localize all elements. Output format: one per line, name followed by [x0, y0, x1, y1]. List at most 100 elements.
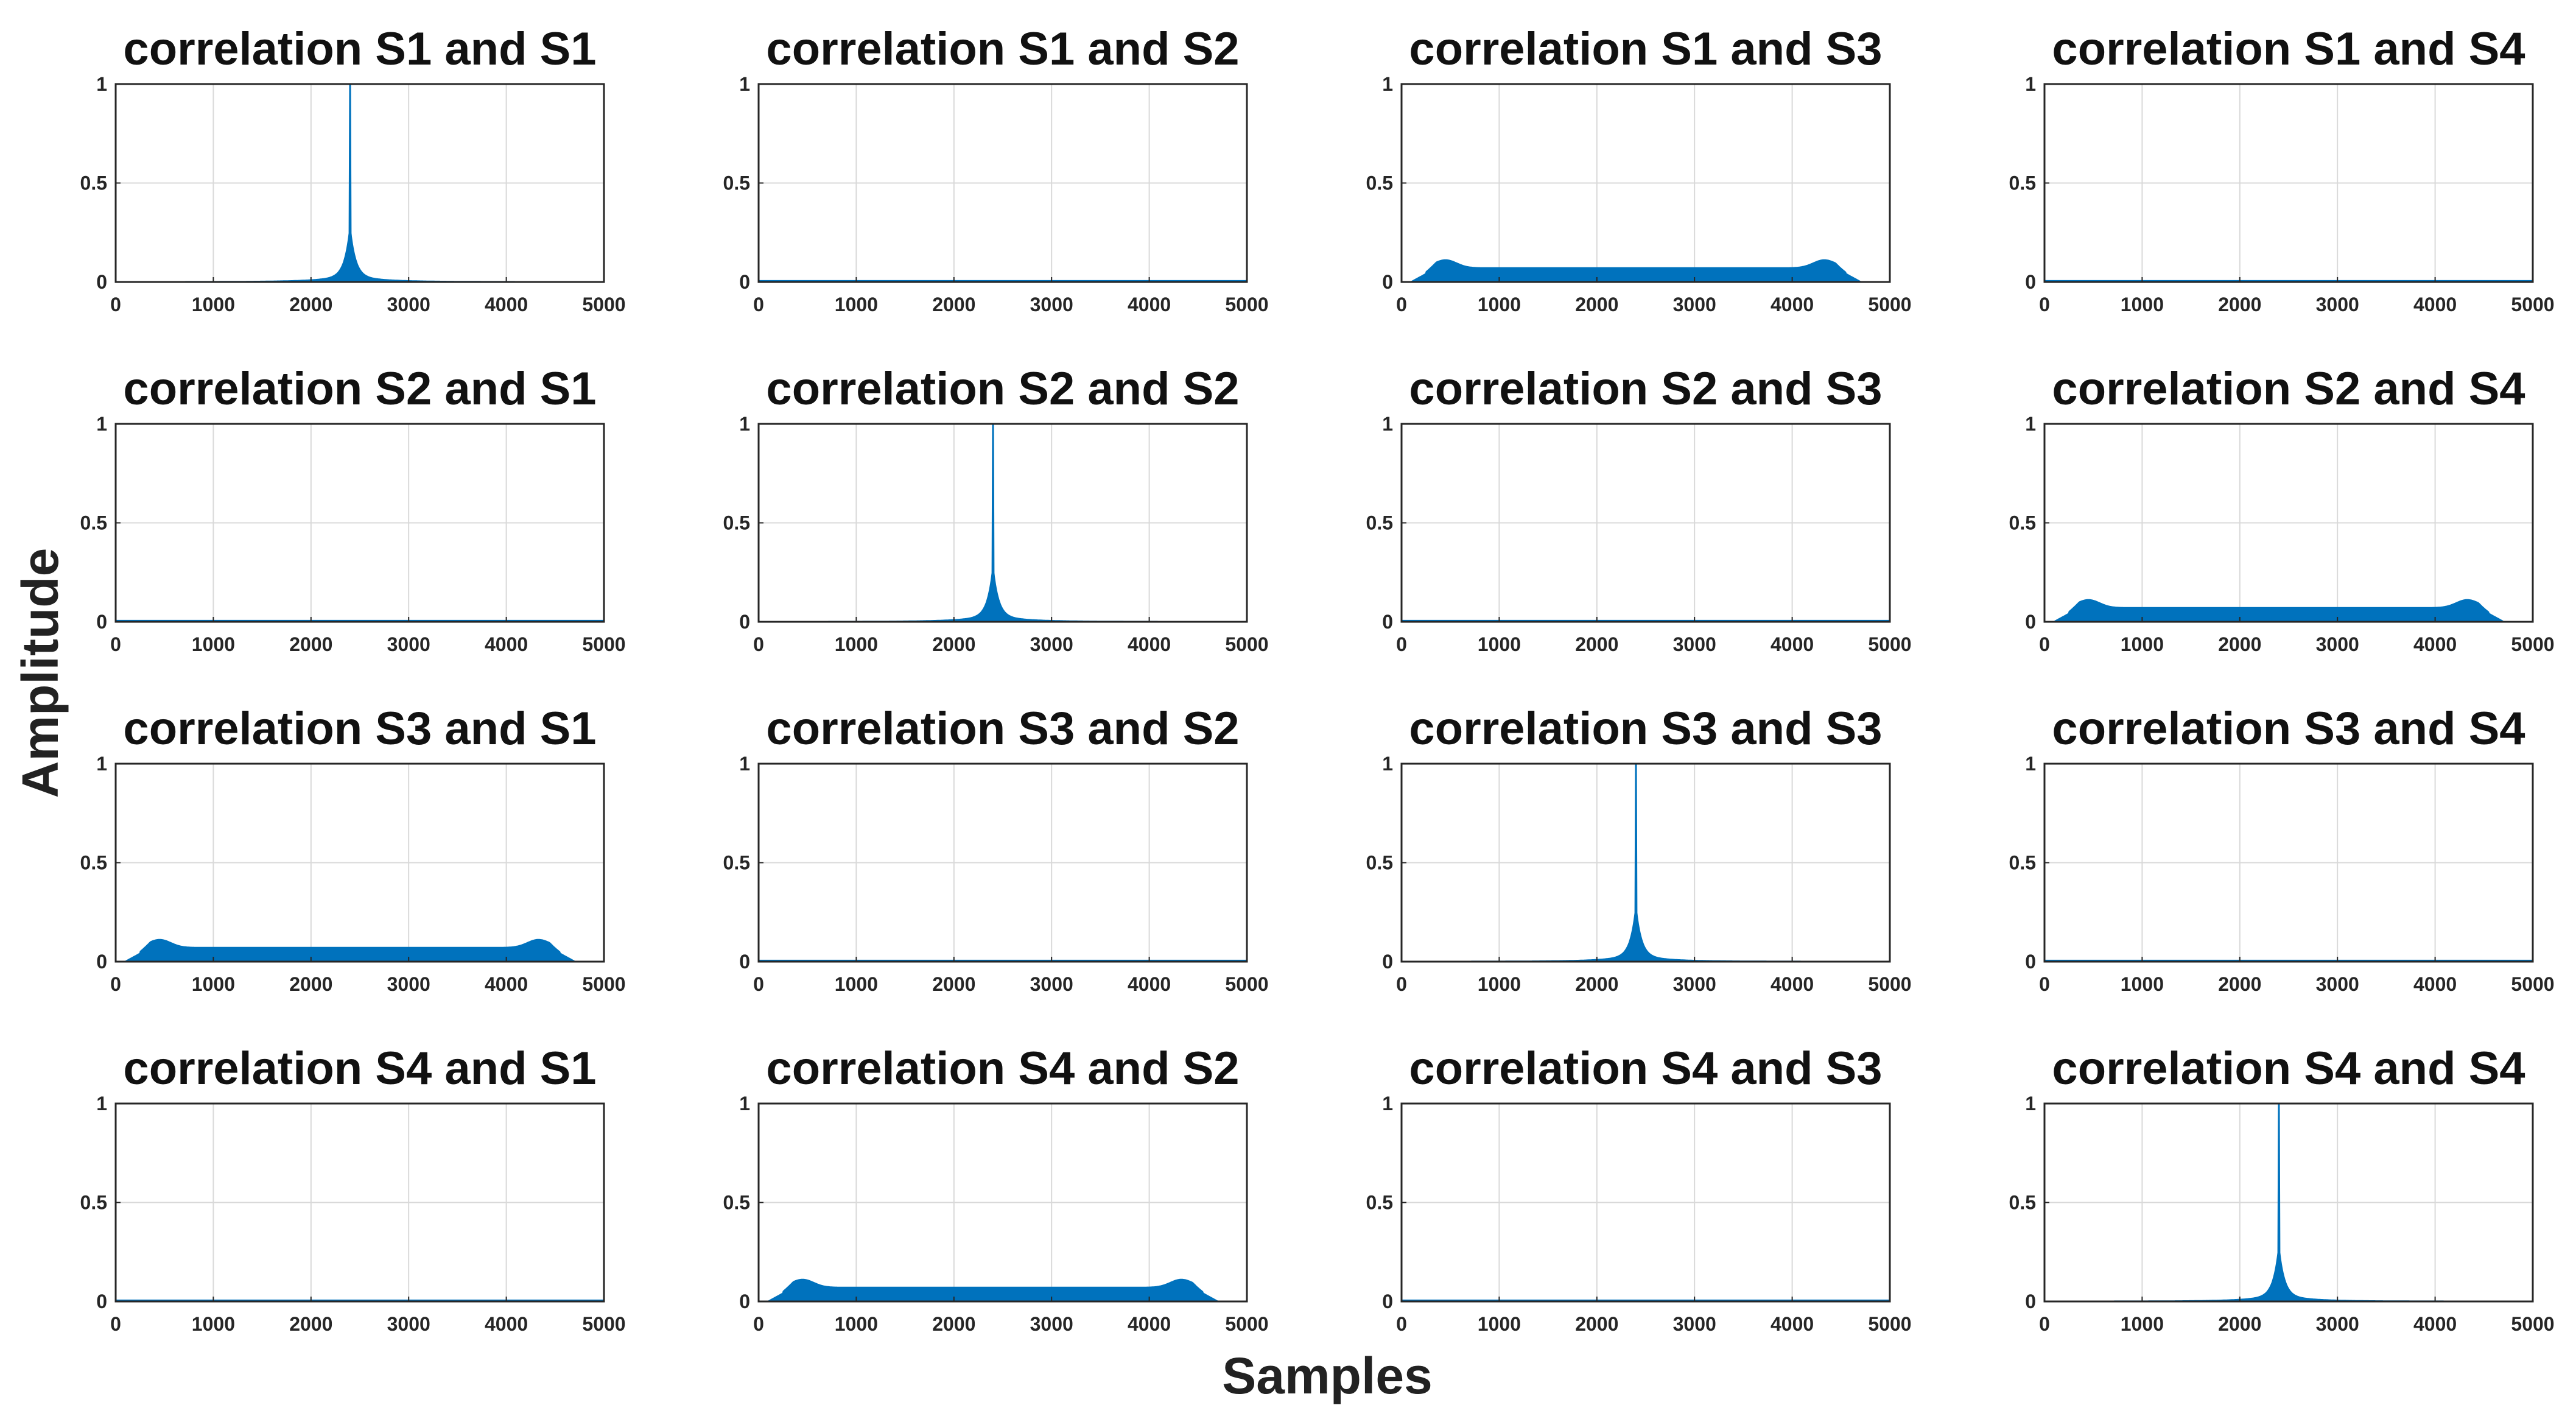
subplot-title: correlation S2 and S2: [766, 363, 1239, 415]
y-tick-label: 0.5: [723, 852, 750, 874]
x-tick-label: 4000: [485, 1313, 528, 1335]
x-tick-label: 4000: [2413, 1313, 2457, 1335]
y-tick-label: 0.5: [723, 512, 750, 534]
x-tick-label: 1000: [835, 973, 878, 995]
subplot-3-3: correlation S3 and S3 0 1000 2000 3000 4000 50…: [1366, 703, 1912, 995]
subplot-title: correlation S3 and S1: [123, 703, 596, 755]
x-tick-label: 1000: [2121, 633, 2164, 655]
subplot-1-4: correlation S1 and S4 0 1000 2000 3000 4000 50…: [2009, 23, 2555, 315]
subplot-title: correlation S1 and S2: [766, 23, 1239, 75]
y-tick-label: 1: [96, 413, 107, 435]
x-tick-label: 4000: [2413, 633, 2457, 655]
x-tick-label: 0: [2039, 633, 2050, 655]
y-tick-label: 0.5: [2009, 512, 2036, 534]
x-tick-label: 4000: [1771, 1313, 1814, 1335]
y-tick-label: 0: [1382, 611, 1393, 633]
x-tick-label: 4000: [2413, 294, 2457, 315]
x-tick-label: 5000: [1868, 633, 1911, 655]
x-tick-label: 3000: [1673, 1313, 1716, 1335]
y-tick-label: 0.5: [1366, 1192, 1393, 1214]
x-tick-label: 3000: [2316, 973, 2359, 995]
y-tick-label: 0.5: [1366, 512, 1393, 534]
x-tick-label: 2000: [1575, 1313, 1618, 1335]
y-tick-label: 1: [2025, 1093, 2036, 1114]
x-tick-label: 5000: [1225, 294, 1268, 315]
subplot-title: correlation S2 and S1: [123, 363, 596, 415]
y-tick-label: 0.5: [80, 512, 107, 534]
subplot-1-2: correlation S1 and S2 0 1000 2000 3000 4000 50…: [723, 23, 1269, 315]
x-tick-label: 4000: [485, 294, 528, 315]
subplot-title: correlation S1 and S3: [1409, 23, 1882, 75]
x-tick-label: 0: [110, 1313, 121, 1335]
y-tick-label: 0: [2025, 611, 2036, 633]
y-tick-label: 0: [739, 951, 750, 973]
x-tick-label: 3000: [387, 1313, 430, 1335]
x-tick-label: 1000: [1478, 633, 1521, 655]
x-tick-label: 3000: [1030, 973, 1073, 995]
y-tick-label: 1: [96, 73, 107, 95]
x-tick-label: 2000: [1575, 294, 1618, 315]
x-tick-label: 5000: [2511, 1313, 2554, 1335]
x-tick-label: 1000: [2121, 973, 2164, 995]
subplot-4-1: correlation S4 and S1 0 1000 2000 3000 4000 50…: [80, 1043, 626, 1335]
subplot-title: correlation S4 and S1: [123, 1043, 596, 1094]
y-tick-label: 0.5: [80, 1192, 107, 1214]
x-tick-label: 0: [753, 1313, 764, 1335]
x-tick-label: 0: [1396, 1313, 1407, 1335]
x-tick-label: 1000: [835, 1313, 878, 1335]
x-tick-label: 2000: [289, 633, 332, 655]
subplot-title: correlation S4 and S3: [1409, 1043, 1882, 1094]
subplot-2-4: correlation S2 and S4 0 1000 2000 3000 4000 50…: [2009, 363, 2555, 655]
y-tick-label: 0.5: [723, 1192, 750, 1214]
correlation-series: [114, 938, 605, 963]
x-tick-label: 0: [110, 633, 121, 655]
x-tick-label: 2000: [2218, 633, 2261, 655]
y-tick-label: 0: [739, 271, 750, 293]
x-tick-label: 1000: [192, 633, 235, 655]
y-tick-label: 1: [739, 413, 750, 435]
correlation-series: [2043, 599, 2534, 623]
x-tick-label: 0: [1396, 294, 1407, 315]
figure-xlabel: Samples: [1222, 1347, 1433, 1404]
y-tick-label: 1: [96, 1093, 107, 1114]
correlation-series: [757, 1278, 1248, 1303]
x-tick-label: 2000: [289, 973, 332, 995]
x-tick-label: 5000: [2511, 633, 2554, 655]
y-tick-label: 0.5: [1366, 172, 1393, 194]
x-tick-label: 4000: [485, 633, 528, 655]
subplot-4-2: correlation S4 and S2 0 1000 2000 3000 4000 50…: [723, 1043, 1269, 1335]
y-tick-label: 0.5: [723, 172, 750, 194]
x-tick-label: 3000: [387, 973, 430, 995]
x-tick-label: 2000: [2218, 294, 2261, 315]
subplot-title: correlation S4 and S2: [766, 1043, 1239, 1094]
x-tick-label: 3000: [2316, 1313, 2359, 1335]
y-tick-label: 0: [2025, 271, 2036, 293]
x-tick-label: 5000: [2511, 294, 2554, 315]
x-tick-label: 3000: [1030, 1313, 1073, 1335]
subplot-3-1: correlation S3 and S1 0 1000 2000 3000 4000 50…: [80, 703, 626, 995]
x-tick-label: 1000: [192, 973, 235, 995]
y-tick-label: 1: [1382, 413, 1393, 435]
x-tick-label: 2000: [932, 973, 975, 995]
subplot-title: correlation S1 and S4: [2052, 23, 2525, 75]
x-tick-label: 5000: [1225, 973, 1268, 995]
y-tick-label: 1: [739, 73, 750, 95]
subplot-4-3: correlation S4 and S3 0 1000 2000 3000 4000 50…: [1366, 1043, 1912, 1335]
x-tick-label: 1000: [2121, 1313, 2164, 1335]
x-tick-label: 0: [110, 973, 121, 995]
x-tick-label: 4000: [1771, 294, 1814, 315]
subplot-title: correlation S2 and S3: [1409, 363, 1882, 415]
x-tick-label: 5000: [1868, 973, 1911, 995]
y-tick-label: 0.5: [2009, 172, 2036, 194]
subplot-title: correlation S4 and S4: [2052, 1043, 2525, 1094]
y-tick-label: 1: [2025, 73, 2036, 95]
x-tick-label: 1000: [192, 1313, 235, 1335]
x-tick-label: 4000: [1771, 633, 1814, 655]
y-tick-label: 0.5: [80, 852, 107, 874]
x-tick-label: 3000: [1673, 973, 1716, 995]
x-tick-label: 1000: [2121, 294, 2164, 315]
x-tick-label: 4000: [485, 973, 528, 995]
y-tick-label: 0: [96, 271, 107, 293]
x-tick-label: 4000: [1128, 294, 1171, 315]
correlation-series: [1400, 259, 1891, 283]
